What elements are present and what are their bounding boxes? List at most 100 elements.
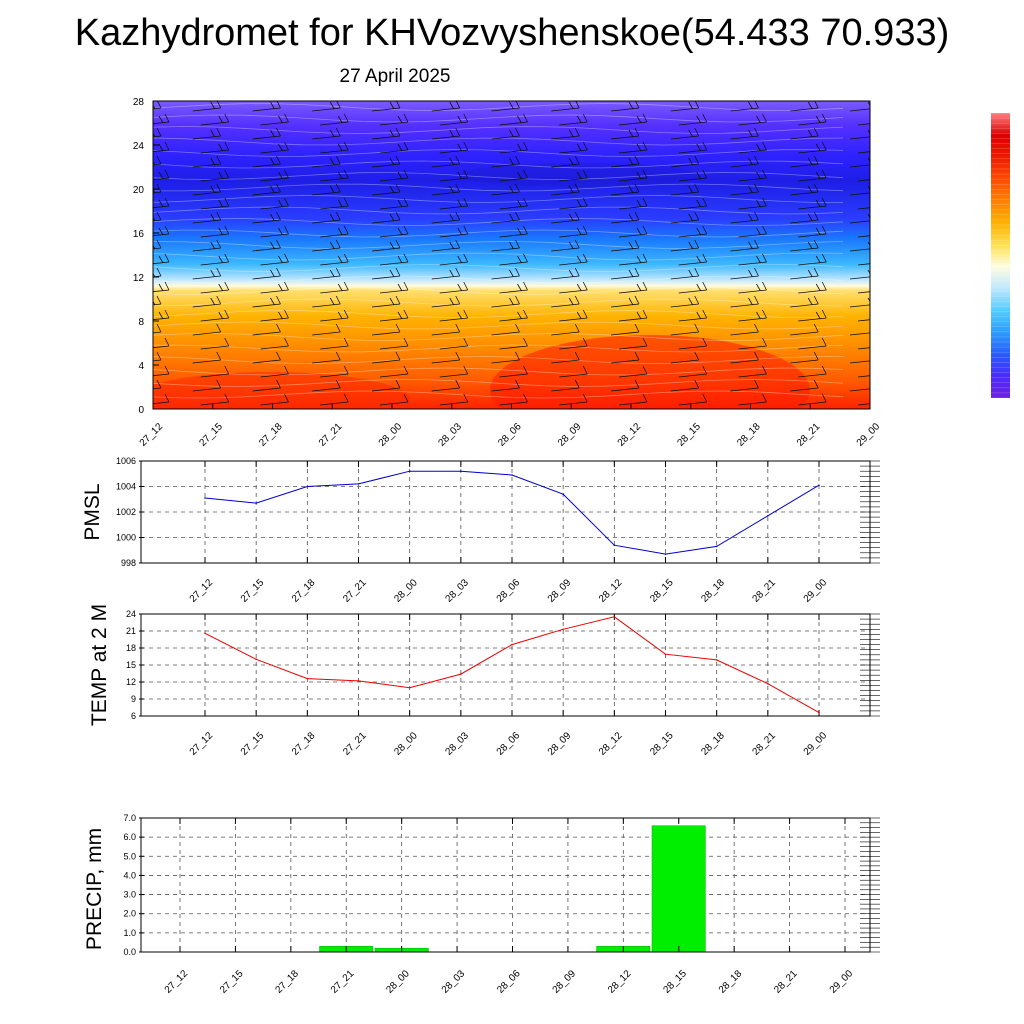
wind-barb <box>200 337 230 350</box>
wind-barb <box>857 319 870 322</box>
wind-barb <box>670 155 700 168</box>
temp-ytick-label: 15 <box>126 660 136 670</box>
wind-barb <box>618 197 648 210</box>
wind-barb <box>857 123 870 126</box>
heatmap-contour <box>153 275 844 284</box>
wind-barb <box>312 155 341 168</box>
wind-barb <box>618 169 648 182</box>
wind-barb <box>849 129 870 140</box>
precip-ytick-label: 1.0 <box>123 928 136 938</box>
precip-xtick-label: 28_00 <box>384 968 412 996</box>
wind-barb <box>491 239 520 252</box>
wind-barb <box>192 211 222 224</box>
temp-point <box>562 628 564 631</box>
heatmap-contour <box>153 379 844 387</box>
precip-ytick-label: 3.0 <box>123 890 136 900</box>
wind-barb <box>798 197 827 210</box>
temp-xtick-label: 28_06 <box>495 730 523 758</box>
wind-barb <box>371 155 401 168</box>
pmsl-xtick-label: 27_12 <box>188 577 216 605</box>
wind-barb <box>551 183 580 196</box>
wind-barb <box>431 351 461 364</box>
heat-xtick-label: 27_21 <box>317 421 345 449</box>
pmsl-panel: 998 1000 1002 1004 1006 27_12 27_15 27_18 27_21 2… <box>81 456 880 605</box>
wind-barb <box>379 113 409 126</box>
wind-barb <box>678 113 708 126</box>
precip-xtick-label: 28_21 <box>772 968 800 996</box>
wind-barb <box>618 141 648 154</box>
wind-barb <box>192 323 222 336</box>
heat-ytick-label: 8 <box>138 317 144 328</box>
wind-barb <box>559 365 588 378</box>
pmsl-point <box>767 515 769 517</box>
page-title: Kazhydromet for KHVozvyshenskoe(54.433 7… <box>74 12 950 54</box>
wind-barb <box>730 127 759 140</box>
wind-barb <box>320 309 349 322</box>
wind-barb <box>491 183 520 196</box>
wind-barb <box>798 393 827 406</box>
wind-barb <box>610 323 640 336</box>
wind-barb <box>379 225 409 238</box>
precip-xtick-label: 27_18 <box>274 968 302 996</box>
wind-barb <box>491 267 520 280</box>
wind-barb <box>738 197 767 210</box>
pmsl-xtick-label: 28_03 <box>444 577 472 605</box>
pmsl-point <box>306 485 309 488</box>
heat-ytick-label: 12 <box>133 273 145 284</box>
wind-barb <box>200 113 230 126</box>
wind-barb <box>618 337 648 350</box>
wind-barb <box>192 295 222 308</box>
temp-xtick-label: 28_15 <box>648 730 676 758</box>
pmsl-point <box>357 483 360 485</box>
wind-barb <box>439 309 469 322</box>
wind-barb <box>431 323 461 336</box>
heatmap-contour <box>153 218 844 226</box>
wind-barb <box>670 379 700 392</box>
wind-barb <box>798 113 827 126</box>
wind-barb <box>153 253 170 265</box>
wind-barb <box>551 239 580 252</box>
wind-barb <box>790 127 819 140</box>
heatmap-contour <box>153 333 844 341</box>
wind-barb <box>491 155 520 168</box>
wind-barb <box>320 393 349 406</box>
wind-barb <box>200 393 230 406</box>
wind-barb <box>738 337 767 350</box>
pmsl-xtick-label: 27_15 <box>239 577 267 605</box>
wind-barb <box>320 365 349 378</box>
wind-barb <box>551 267 580 280</box>
heatmap-warm-cell <box>490 335 810 409</box>
wind-barb <box>312 267 341 280</box>
heat-xtick-label: 28_00 <box>377 421 405 449</box>
wind-barb <box>849 360 870 364</box>
wind-barb <box>312 127 341 140</box>
temp-point <box>613 616 616 618</box>
colorbar-gradient <box>991 113 1010 398</box>
wind-barb <box>439 365 469 378</box>
wind-barb <box>678 281 708 294</box>
wind-barb <box>730 379 759 392</box>
wind-barb <box>153 225 170 237</box>
wind-barb <box>200 281 230 294</box>
wind-barb <box>491 127 520 140</box>
wind-barb <box>678 393 708 406</box>
temp-xtick-label: 28_00 <box>392 730 420 758</box>
wind-barb <box>252 351 281 364</box>
precip-ytick-label: 0.0 <box>123 947 136 957</box>
wind-barb <box>499 309 528 322</box>
temp-point <box>460 673 462 675</box>
wind-barb <box>252 211 281 224</box>
heat-xtick-label: 27_18 <box>257 421 285 449</box>
wind-barb <box>738 365 767 378</box>
wind-barb <box>730 323 759 336</box>
wind-barb <box>857 263 870 266</box>
wind-barb <box>153 211 162 222</box>
temp-xtick-label: 27_18 <box>290 730 318 758</box>
wind-barb <box>252 379 281 392</box>
wind-barb <box>153 393 170 405</box>
wind-barb <box>857 347 870 350</box>
precip-ytick-label: 4.0 <box>123 870 136 880</box>
temp-point <box>664 653 667 655</box>
wind-barb <box>252 183 281 196</box>
